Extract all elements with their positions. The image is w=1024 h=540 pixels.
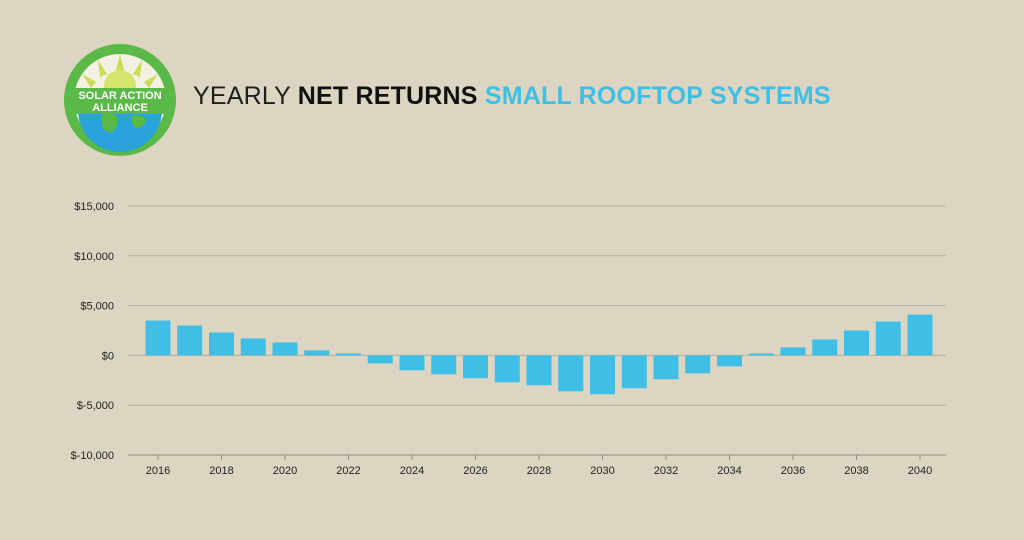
- x-tick-label: 2026: [463, 465, 487, 477]
- y-axis-tick-labels: $15,000 $10,000 $5,000 $0 $-5,000 $-10,000: [71, 201, 114, 462]
- bar-2016: [145, 320, 171, 356]
- x-tick-label: 2022: [336, 465, 360, 477]
- logo-text-line2: ALLIANCE: [92, 102, 148, 114]
- y-tick-label: $15,000: [74, 201, 114, 213]
- x-tick-label: 2028: [527, 465, 551, 477]
- bar-2040: [907, 314, 933, 356]
- bar-2026: [463, 355, 488, 379]
- bar-2038: [844, 330, 869, 356]
- x-tick-label: 2038: [844, 465, 868, 477]
- globe-land-icon: [102, 112, 146, 133]
- title-part-net-returns: NET RETURNS: [297, 82, 478, 110]
- bar-2034: [717, 355, 742, 367]
- x-axis-tick-labels: 2016 2018 2020 2022 2024 2026 2028 2030 2032 2034…: [146, 455, 932, 477]
- title-part-small-rooftop: SMALL ROOFTOP SYSTEMS: [477, 82, 831, 110]
- y-tick-label: $0: [102, 350, 114, 362]
- bar-2035: [748, 353, 774, 356]
- bar-2017: [177, 325, 203, 356]
- logo-text-line1: SOLAR ACTION: [78, 90, 161, 102]
- x-tick-label: 2020: [273, 465, 297, 477]
- x-tick-label: 2032: [654, 465, 678, 477]
- sun-rays-icon: [82, 54, 158, 88]
- bar-2027: [494, 355, 520, 383]
- x-tick-label: 2034: [717, 465, 741, 477]
- bar-2028: [526, 355, 552, 386]
- x-tick-label: 2040: [908, 465, 932, 477]
- x-tick-label: 2036: [781, 465, 805, 477]
- x-tick-label: 2018: [209, 465, 233, 477]
- chart-bars: [145, 314, 933, 395]
- y-tick-label: $-10,000: [71, 450, 114, 462]
- chart-gridlines: [128, 205, 946, 456]
- bar-2024: [399, 355, 425, 371]
- y-tick-label: $-5,000: [77, 400, 114, 412]
- bar-2022: [336, 353, 361, 356]
- bar-2030: [590, 355, 615, 395]
- y-tick-label: $10,000: [74, 251, 114, 263]
- bar-2032: [653, 355, 679, 380]
- bar-2025: [431, 355, 457, 375]
- y-tick-label: $5,000: [80, 301, 114, 313]
- x-tick-label: 2016: [146, 465, 170, 477]
- bar-2029: [558, 355, 584, 392]
- bar-2031: [621, 355, 647, 389]
- title-part-yearly: YEARLY: [193, 82, 298, 110]
- x-tick-label: 2024: [400, 465, 424, 477]
- bar-2037: [812, 339, 838, 356]
- page-title: YEARLY NET RETURNS SMALL ROOFTOP SYSTEMS: [193, 82, 831, 111]
- bar-2036: [780, 347, 806, 356]
- solar-action-alliance-logo: SOLAR ACTION ALLIANCE: [64, 44, 176, 156]
- bar-2021: [304, 350, 330, 356]
- bar-2039: [875, 321, 901, 356]
- x-tick-label: 2030: [590, 465, 614, 477]
- bar-2018: [209, 332, 234, 356]
- bar-2033: [685, 355, 711, 374]
- bar-2019: [240, 338, 266, 356]
- bar-2020: [272, 342, 298, 356]
- bar-2023: [367, 355, 393, 364]
- logo-banner: [68, 88, 172, 114]
